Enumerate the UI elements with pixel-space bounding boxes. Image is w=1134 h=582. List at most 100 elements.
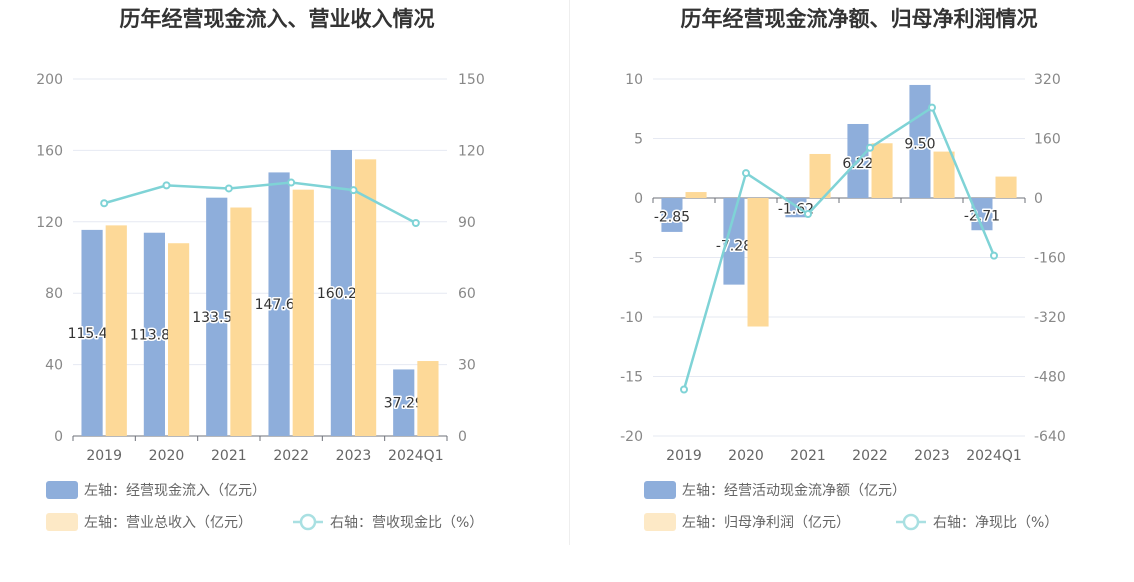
- bar-secondary: [933, 151, 955, 198]
- legend-label: 左轴：营业总收入（亿元）: [84, 515, 252, 531]
- x-axis-tick-label: 2024Q1: [966, 448, 1022, 464]
- ratio-line-point: [287, 178, 296, 187]
- left-axis-tick-label: 5: [634, 132, 643, 148]
- bar-data-label: 6.22: [842, 156, 873, 172]
- right-axis-tick-label: 0: [458, 429, 467, 445]
- left-axis-tick-label: -15: [620, 370, 643, 386]
- x-axis-tick-label: 2021: [790, 448, 826, 464]
- left-axis-tick-label: 10: [625, 72, 643, 88]
- bar-secondary: [230, 207, 252, 436]
- right-axis-tick-label: 320: [1034, 72, 1061, 88]
- legend-swatch: [644, 513, 676, 531]
- bar-primary: [393, 369, 415, 436]
- left-axis-tick-label: 0: [54, 429, 63, 445]
- left-axis-tick-label: 160: [36, 143, 63, 159]
- bar-primary: [81, 229, 103, 436]
- bar-secondary: [747, 198, 769, 327]
- legend-label: 左轴：经营现金流入（亿元）: [84, 483, 266, 499]
- ratio-line-point: [162, 181, 171, 190]
- left-axis-tick-label: 0: [634, 191, 643, 207]
- x-axis-tick-label: 2019: [666, 448, 702, 464]
- bar-data-label: 147.67: [255, 297, 304, 313]
- x-axis-tick-label: 2024Q1: [388, 448, 444, 464]
- ratio-line-point: [804, 209, 812, 218]
- right-axis-tick-label: -640: [1034, 429, 1066, 445]
- left-axis-tick-label: -10: [620, 310, 643, 326]
- ratio-line-point: [866, 143, 874, 152]
- net-cash-profit-chart: 历年经营现金流净额、归母净利润情况 10 320 5 160 0 0 -5 -160 -10 -32…: [620, 7, 1066, 531]
- right-axis-tick-label: 30: [458, 358, 476, 374]
- bar-primary: [723, 198, 745, 285]
- bar-secondary: [355, 159, 377, 436]
- bar-data-label: 115.47: [68, 326, 117, 342]
- bar-primary: [268, 172, 290, 436]
- legend-label: 右轴：净现比（%）: [933, 515, 1058, 531]
- bar-data-label: 133.51: [192, 310, 241, 326]
- bar-data-label: -7.28: [716, 239, 752, 255]
- legend-swatch: [46, 513, 78, 531]
- left-axis-tick-label: 40: [45, 358, 63, 374]
- ratio-line-point: [349, 186, 358, 195]
- bar-secondary: [105, 225, 127, 436]
- x-axis-tick-label: 2022: [852, 448, 888, 464]
- bar-secondary: [292, 189, 314, 436]
- x-axis-tick-label: 2019: [86, 448, 122, 464]
- bar-data-label: 37.29: [384, 396, 424, 412]
- x-axis-tick-label: 2023: [336, 448, 372, 464]
- ratio-line-point: [928, 103, 936, 112]
- bar-data-label: -2.85: [654, 210, 690, 226]
- bar-secondary: [168, 243, 190, 436]
- x-axis-tick-label: 2023: [914, 448, 950, 464]
- right-axis-tick-label: -480: [1034, 370, 1066, 386]
- legend-label: 左轴：归母净利润（亿元）: [682, 514, 850, 531]
- bar-primary: [143, 232, 165, 436]
- legend-label: 右轴：营收现金比（%）: [330, 515, 483, 531]
- right-axis-tick-label: -160: [1034, 251, 1066, 267]
- left-axis-tick-label: 80: [45, 286, 63, 302]
- right-axis-tick-label: 120: [458, 143, 485, 159]
- ratio-line-point: [100, 199, 109, 208]
- bar-data-label: 160.23: [317, 286, 366, 302]
- ratio-line-point: [224, 184, 233, 193]
- left-axis-tick-label: -5: [629, 251, 643, 267]
- x-axis-tick-label: 2020: [149, 448, 185, 464]
- x-axis-tick-label: 2020: [728, 448, 764, 464]
- left-axis-tick-label: 200: [36, 72, 63, 88]
- bar-data-label: 9.50: [904, 136, 935, 152]
- cash-inflow-revenue-chart: 历年经营现金流入、营业收入情况 200 150 160 120 120 90 80 60 40 30…: [36, 7, 485, 531]
- right-axis-tick-label: 160: [1034, 132, 1061, 148]
- legend-swatch: [644, 481, 676, 499]
- ratio-line-point: [680, 385, 688, 394]
- panel-divider: [569, 0, 570, 545]
- ratio-line-point: [990, 251, 998, 260]
- left-axis-tick-label: 120: [36, 215, 63, 231]
- bar-secondary: [685, 192, 707, 198]
- bar-data-label: -2.71: [964, 209, 1000, 225]
- legend-swatch: [46, 481, 78, 499]
- bar-secondary: [809, 153, 831, 198]
- x-axis-tick-label: 2021: [211, 448, 247, 464]
- legend-line-marker: [902, 513, 920, 531]
- bar-primary: [661, 198, 683, 232]
- chart-title: 历年经营现金流净额、归母净利润情况: [681, 7, 1038, 31]
- ratio-line: [103, 181, 417, 225]
- right-axis-tick-label: 0: [1034, 191, 1043, 207]
- right-axis-tick-label: -320: [1034, 310, 1066, 326]
- legend-line-marker: [299, 513, 317, 531]
- ratio-line: [682, 105, 996, 390]
- bar-secondary: [995, 176, 1017, 198]
- legend-label: 左轴：经营活动现金流净额（亿元）: [682, 483, 906, 499]
- bar-data-label: 113.88: [130, 327, 179, 343]
- bar-primary: [330, 149, 352, 437]
- chart-title: 历年经营现金流入、营业收入情况: [120, 7, 435, 31]
- bar-secondary: [417, 361, 439, 436]
- right-axis-tick-label: 150: [458, 72, 485, 88]
- ratio-line-point: [411, 218, 420, 227]
- bar-secondary: [871, 143, 893, 198]
- ratio-line-point: [742, 169, 750, 178]
- x-axis-tick-label: 2022: [273, 448, 309, 464]
- bar-primary: [206, 197, 228, 436]
- right-axis-tick-label: 90: [458, 215, 476, 231]
- bar-primary: [971, 198, 993, 231]
